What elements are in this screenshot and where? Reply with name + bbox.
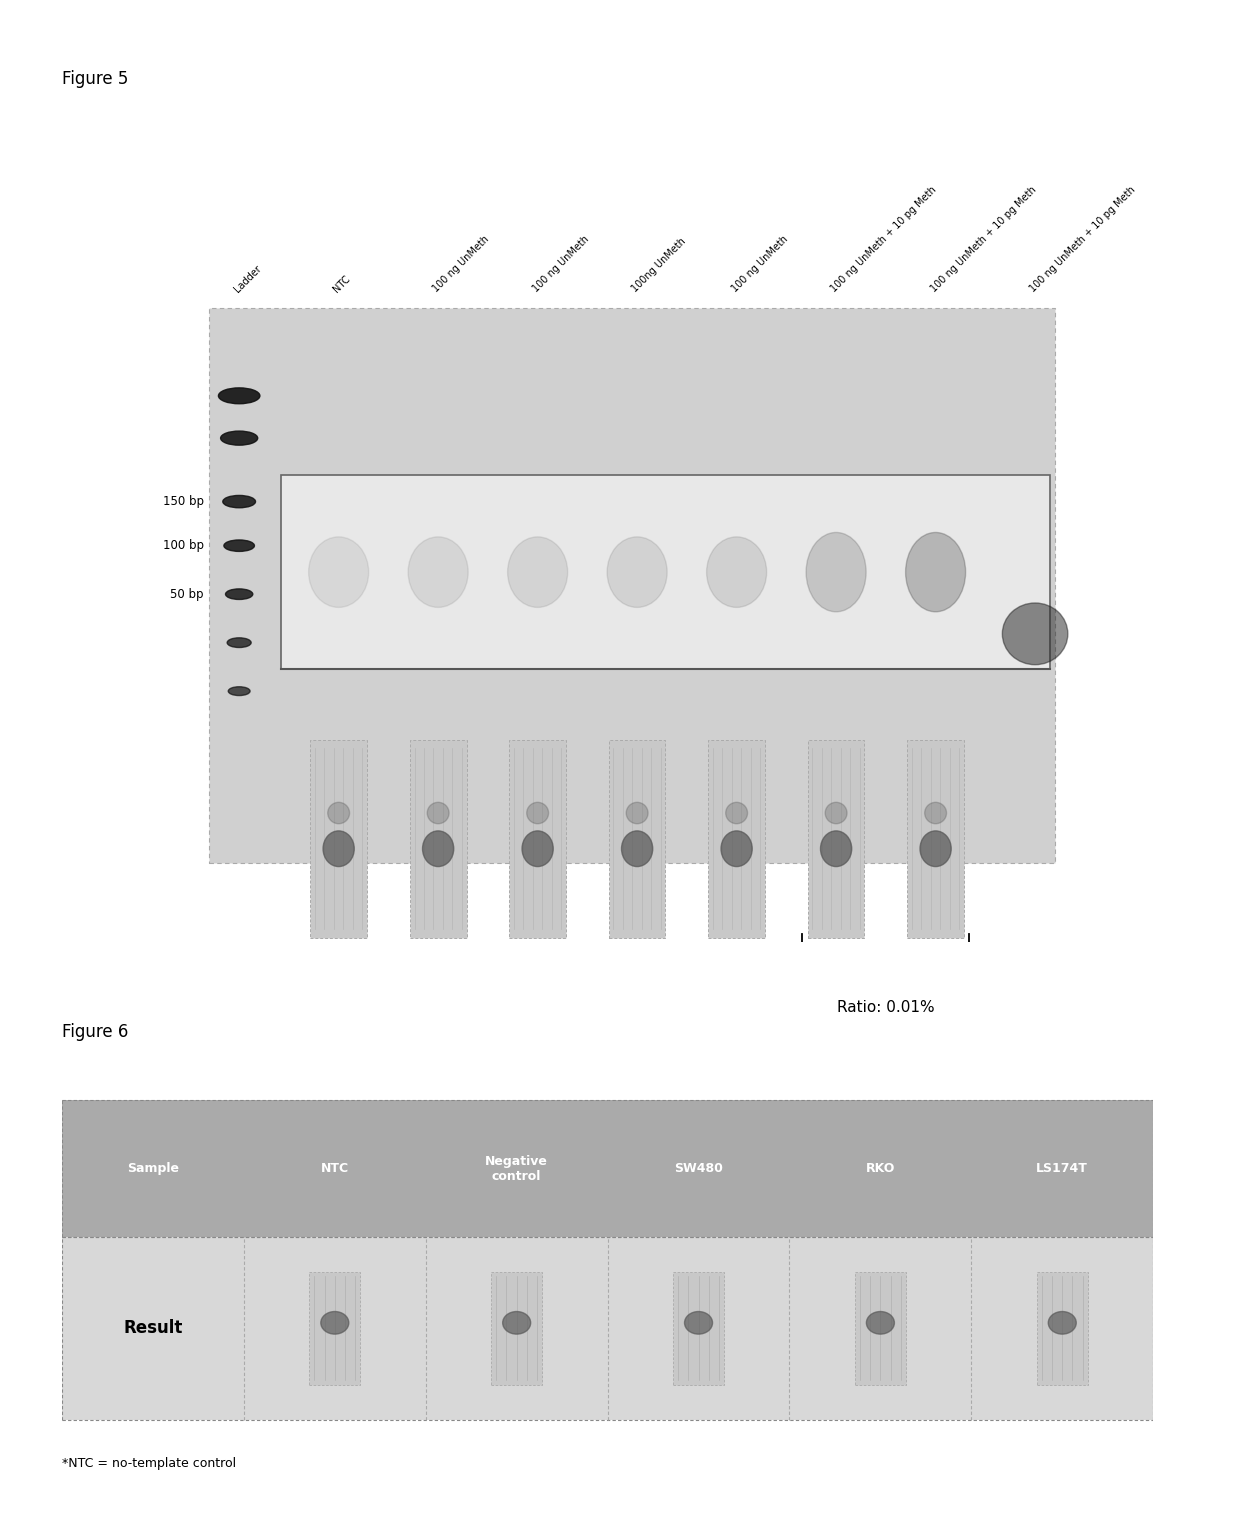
Text: 100 ng UnMeth + 10 pg Meth: 100 ng UnMeth + 10 pg Meth — [1028, 185, 1137, 295]
Text: SW480: SW480 — [675, 1163, 723, 1175]
Ellipse shape — [608, 537, 667, 608]
Text: 100 ng UnMeth + 10 pg Meth: 100 ng UnMeth + 10 pg Meth — [830, 185, 939, 295]
FancyBboxPatch shape — [510, 740, 565, 938]
Ellipse shape — [725, 803, 748, 824]
Ellipse shape — [821, 831, 852, 866]
Ellipse shape — [218, 388, 260, 404]
Text: 100ng UnMeth: 100ng UnMeth — [630, 237, 688, 295]
Ellipse shape — [527, 803, 548, 824]
Text: RKO: RKO — [866, 1163, 895, 1175]
Ellipse shape — [621, 831, 652, 866]
Ellipse shape — [223, 496, 255, 508]
Ellipse shape — [522, 831, 553, 866]
FancyBboxPatch shape — [854, 1272, 906, 1385]
FancyBboxPatch shape — [807, 740, 864, 938]
Ellipse shape — [905, 532, 966, 613]
Text: Result: Result — [123, 1319, 182, 1338]
Ellipse shape — [221, 432, 258, 445]
Ellipse shape — [806, 532, 866, 613]
Ellipse shape — [867, 1312, 894, 1335]
Ellipse shape — [707, 537, 766, 608]
Ellipse shape — [327, 803, 350, 824]
Text: NTC: NTC — [321, 1163, 348, 1175]
Ellipse shape — [502, 1312, 531, 1335]
Text: Ratio: 0.01%: Ratio: 0.01% — [837, 1000, 935, 1015]
Ellipse shape — [428, 803, 449, 824]
Text: 100 ng UnMeth: 100 ng UnMeth — [432, 234, 491, 295]
Text: 100 bp: 100 bp — [162, 540, 203, 552]
Ellipse shape — [408, 537, 469, 608]
Ellipse shape — [626, 803, 649, 824]
FancyBboxPatch shape — [310, 740, 367, 938]
FancyBboxPatch shape — [609, 740, 666, 938]
FancyBboxPatch shape — [491, 1272, 542, 1385]
Text: Negative
control: Negative control — [485, 1155, 548, 1183]
Ellipse shape — [825, 803, 847, 824]
Ellipse shape — [309, 537, 368, 608]
FancyBboxPatch shape — [309, 1272, 361, 1385]
Text: *NTC = no-template control: *NTC = no-template control — [62, 1456, 236, 1470]
Ellipse shape — [224, 540, 254, 552]
Ellipse shape — [321, 1312, 348, 1335]
Text: Ladder: Ladder — [232, 263, 263, 295]
Ellipse shape — [1002, 603, 1068, 664]
FancyBboxPatch shape — [409, 740, 466, 938]
FancyBboxPatch shape — [210, 307, 1055, 863]
Ellipse shape — [1048, 1312, 1076, 1335]
Ellipse shape — [227, 638, 252, 648]
FancyBboxPatch shape — [908, 740, 963, 938]
Text: 100 ng UnMeth: 100 ng UnMeth — [729, 234, 790, 295]
Bar — [62, 1237, 1153, 1420]
Ellipse shape — [507, 537, 568, 608]
Ellipse shape — [228, 687, 250, 696]
Text: 100 ng UnMeth: 100 ng UnMeth — [531, 234, 590, 295]
FancyBboxPatch shape — [1037, 1272, 1087, 1385]
Bar — [62, 1100, 1153, 1237]
Bar — [280, 476, 1049, 669]
Text: Sample: Sample — [126, 1163, 179, 1175]
Text: Figure 5: Figure 5 — [62, 70, 129, 88]
Text: 100 ng UnMeth + 10 pg Meth: 100 ng UnMeth + 10 pg Meth — [929, 185, 1038, 295]
Ellipse shape — [226, 588, 253, 599]
Text: Figure 6: Figure 6 — [62, 1023, 129, 1041]
Text: 50 bp: 50 bp — [170, 588, 203, 600]
Ellipse shape — [324, 831, 355, 866]
Text: 150 bp: 150 bp — [162, 496, 203, 508]
Ellipse shape — [423, 831, 454, 866]
Ellipse shape — [925, 803, 946, 824]
Ellipse shape — [920, 831, 951, 866]
FancyBboxPatch shape — [708, 740, 765, 938]
Ellipse shape — [720, 831, 753, 866]
Text: NTC: NTC — [331, 274, 352, 295]
Text: LS174T: LS174T — [1037, 1163, 1089, 1175]
Ellipse shape — [684, 1312, 713, 1335]
FancyBboxPatch shape — [673, 1272, 724, 1385]
